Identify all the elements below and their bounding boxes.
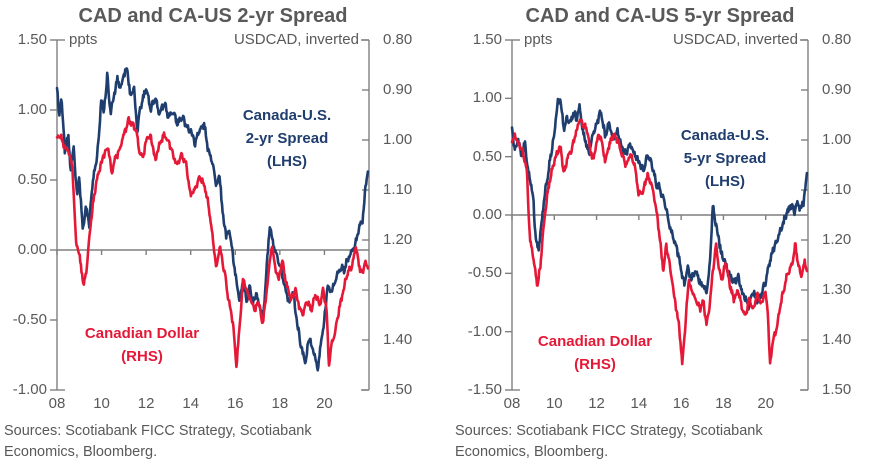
right-axis-tick-label: 0.80 — [822, 31, 852, 48]
right-axis-tick-label: 1.00 — [383, 131, 413, 148]
x-axis-tick-label: 18 — [715, 395, 732, 412]
left-axis-tick-label: 0.50 — [472, 147, 502, 165]
chart-title-2yr: CAD and CA-US 2-yr Spread — [78, 5, 348, 27]
x-axis-tick-label: 12 — [588, 395, 605, 412]
right-axis-tick-label: 1.20 — [822, 231, 852, 248]
left-axis-tick-label: 1.50 — [472, 31, 502, 48]
x-axis-tick-label: 16 — [672, 395, 690, 412]
right-axis-tick-label: 1.40 — [383, 331, 413, 348]
right-axis-tick-label: 1.10 — [383, 181, 413, 198]
x-axis-tick-label: 10 — [545, 395, 563, 412]
cad-line-series — [55, 115, 370, 369]
x-axis-tick-label: 08 — [48, 395, 66, 412]
right-axis-tick-label: 1.50 — [822, 381, 852, 398]
x-axis-tick-label: 20 — [757, 395, 775, 412]
spread-line-series — [55, 67, 370, 372]
left-axis-tick-label: 0.00 — [472, 206, 502, 223]
right-axis-tick-label: 1.50 — [383, 381, 413, 398]
left-axis-tick-label: 0.00 — [17, 241, 47, 258]
right-axis-unit-label: USDCAD, inverted — [672, 31, 798, 48]
x-axis-tick-label: 08 — [503, 395, 521, 412]
right-axis-tick-label: 0.90 — [822, 81, 852, 98]
left-axis-tick-label: -0.50 — [467, 264, 502, 282]
spread-series-annotation: Canada-U.S. 5-yr Spread (LHS) — [680, 127, 770, 190]
x-axis-tick-label: 18 — [271, 395, 289, 412]
left-axis-tick-label: 0.50 — [17, 171, 47, 188]
chart-panel-2yr-spread: CAD and CA-US 2-yr Spread ppts USDCAD, i… — [4, 5, 413, 460]
plot-canvas-5yr — [505, 39, 809, 391]
right-axis-unit-label: USDCAD, inverted — [233, 31, 359, 48]
left-axis-tick-label: -1.00 — [12, 381, 47, 398]
left-axis-tick-label: -1.00 — [467, 322, 502, 340]
sources-text: Sources: Scotiabank FICC Strategy, Scoti… — [4, 423, 312, 460]
left-axis-unit-label: ppts — [524, 31, 553, 48]
x-axis-tick-label: 14 — [630, 395, 648, 412]
x-axis-tick-label: 10 — [93, 395, 110, 412]
left-axis-tick-label: 1.00 — [472, 89, 502, 107]
spread-series-annotation: Canada-U.S. 2-yr Spread (LHS) — [242, 107, 332, 170]
right-axis-tick-label: 1.10 — [822, 181, 852, 198]
left-axis-tick-label: 1.50 — [17, 31, 47, 48]
sources-text: Sources: Scotiabank FICC Strategy, Scoti… — [455, 423, 763, 460]
right-axis-tick-label: 1.30 — [383, 281, 413, 298]
left-axis-tick-label: -0.50 — [12, 311, 47, 328]
cad-line-series — [510, 118, 809, 366]
plot-canvas-2yr — [50, 39, 370, 391]
left-axis-tick-label: -1.50 — [467, 381, 502, 398]
right-axis-tick-label: 1.40 — [822, 331, 852, 348]
cad-series-annotation: Canadian Dollar (RHS) — [84, 325, 200, 365]
left-axis-tick-label: 1.00 — [17, 101, 47, 118]
x-axis-tick-label: 12 — [137, 395, 155, 412]
right-axis-tick-label: 1.00 — [822, 131, 852, 148]
left-axis-unit-label: ppts — [69, 31, 98, 48]
right-axis-tick-label: 1.30 — [822, 281, 852, 298]
right-axis-tick-label: 0.80 — [383, 31, 413, 48]
cad-series-annotation: Canadian Dollar (RHS) — [537, 333, 653, 373]
x-axis-tick-label: 14 — [182, 395, 200, 412]
spread-line-series — [510, 97, 809, 311]
chart-panel-5yr-spread: CAD and CA-US 5-yr Spread ppts USDCAD, i… — [437, 0, 874, 475]
x-axis-tick-label: 20 — [316, 395, 333, 412]
chart-title-5yr: CAD and CA-US 5-yr Spread — [525, 5, 795, 27]
right-axis-tick-label: 1.20 — [383, 231, 413, 248]
x-axis-tick-label: 16 — [226, 395, 244, 412]
right-axis-tick-label: 0.90 — [383, 81, 413, 98]
